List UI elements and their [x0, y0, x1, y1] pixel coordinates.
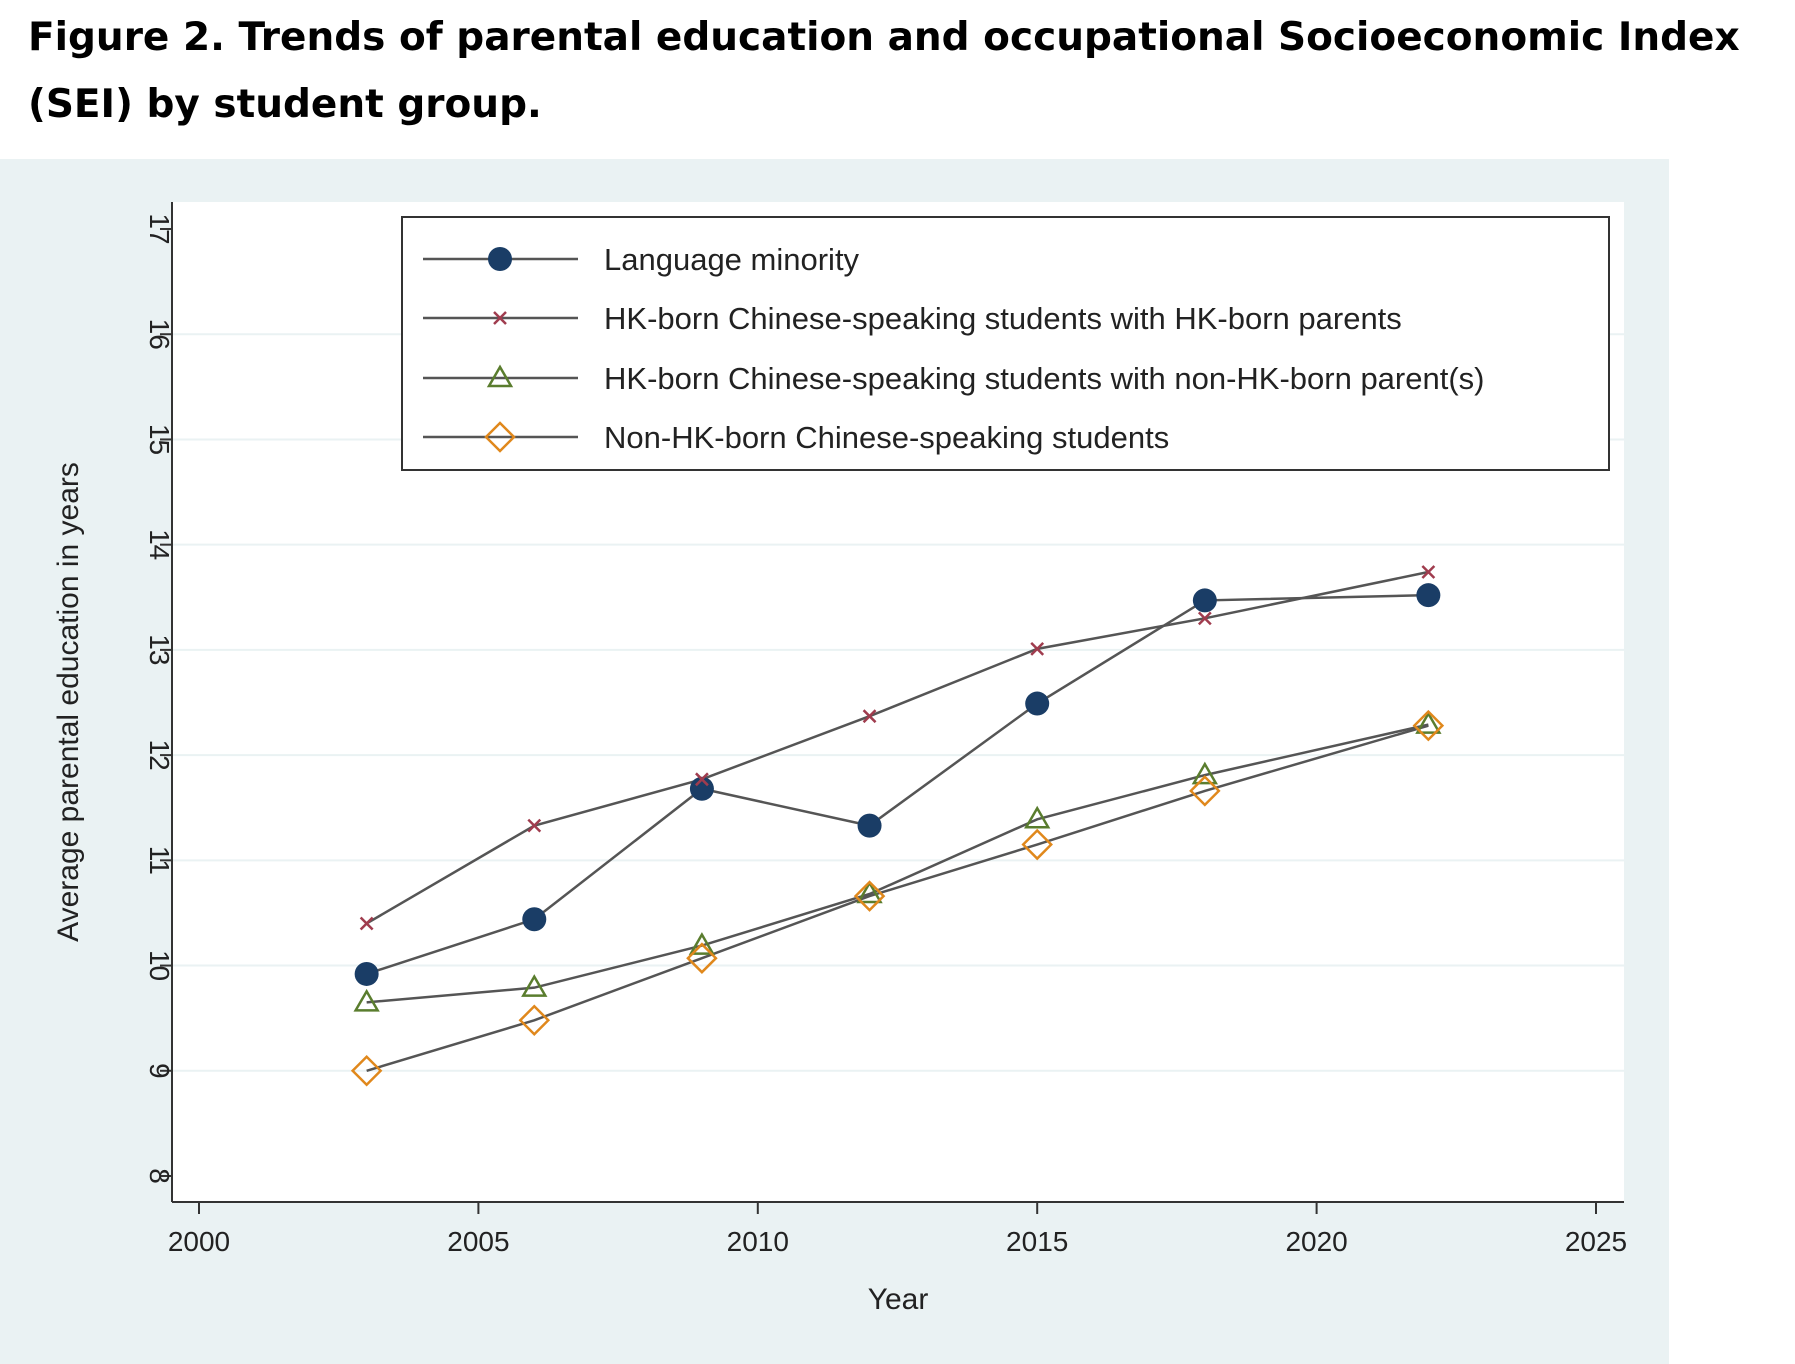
data-point-series-3 — [688, 932, 716, 955]
data-point-series-3 — [353, 988, 380, 1012]
x-tick-label: 2015 — [1006, 1226, 1068, 1257]
data-point-series-2 — [359, 916, 374, 931]
y-tick-label: 15 — [144, 424, 175, 455]
data-point-series-3 — [856, 880, 883, 904]
data-point-series-1 — [689, 776, 714, 801]
tick-marks: 8 9 10 11 12 13 14 15 16 17 2000 2005 2010 2015 2020 20… — [144, 213, 1627, 1257]
data-point-series-1 — [354, 961, 379, 986]
y-tick-label: 10 — [144, 950, 175, 981]
y-tick-label: 12 — [144, 740, 175, 771]
data-point-series-4 — [1021, 828, 1053, 861]
series-markers — [350, 565, 1445, 1087]
legend-label: Non-HK-born Chinese-speaking students — [604, 420, 1169, 455]
data-point-series-2 — [862, 709, 877, 724]
x-tick-label: 2010 — [727, 1226, 789, 1257]
legend-label: HK-born Chinese-speaking students with n… — [604, 361, 1485, 396]
x-tick-label: 2005 — [447, 1226, 509, 1257]
y-tick-label: 16 — [144, 319, 175, 350]
data-point-series-4 — [350, 1055, 383, 1087]
data-point-series-1 — [857, 813, 882, 838]
data-point-series-1 — [1025, 691, 1050, 716]
y-axis-title: Average parental education in years — [52, 462, 85, 942]
data-point-series-4 — [686, 942, 718, 974]
data-point-series-1 — [522, 907, 547, 932]
data-point-series-4 — [518, 1004, 551, 1037]
legend-marker — [486, 364, 514, 388]
data-point-series-1 — [1416, 583, 1441, 608]
legend-marker — [484, 421, 516, 453]
data-point-series-2 — [1197, 611, 1212, 626]
y-tick-label: 17 — [144, 213, 175, 244]
series-line-4 — [366, 724, 1429, 1072]
data-point-series-2 — [1030, 641, 1045, 656]
data-point-series-2 — [1421, 565, 1436, 579]
y-tick-label: 13 — [144, 634, 175, 665]
legend-marker — [493, 311, 507, 325]
data-point-series-3 — [1024, 805, 1051, 829]
legend-box — [401, 216, 1610, 471]
data-point-series-3 — [521, 974, 548, 997]
data-point-series-3 — [1415, 711, 1442, 734]
figure-caption: Figure 2. Trends of parental education a… — [28, 15, 1740, 127]
data-point-series-4 — [853, 880, 886, 912]
data-point-series-2 — [527, 818, 542, 833]
data-point-series-2 — [695, 772, 709, 787]
y-tick-label: 8 — [144, 1168, 175, 1184]
chart-container: 8 9 10 11 12 13 14 15 16 17 2000 2005 2010 2015 2020 20… — [0, 159, 1669, 1364]
x-tick-label: 2020 — [1285, 1226, 1347, 1257]
data-point-series-4 — [1412, 709, 1445, 742]
data-point-series-3 — [1191, 761, 1219, 785]
line-chart: 8 9 10 11 12 13 14 15 16 17 2000 2005 2010 2015 2020 20… — [0, 159, 1669, 1364]
y-tick-label: 11 — [144, 846, 175, 875]
x-axis-title: Year — [868, 1283, 929, 1316]
x-tick-label: 2025 — [1565, 1226, 1627, 1257]
x-tick-label: 2000 — [168, 1226, 230, 1257]
legend-label: Language minority — [604, 242, 860, 277]
y-tick-label: 9 — [144, 1063, 175, 1079]
legend: Language minority HK-born Chinese-speakin… — [401, 216, 1610, 471]
y-tick-label: 14 — [144, 529, 175, 560]
legend-label: HK-born Chinese-speaking students with H… — [604, 301, 1402, 336]
series-line-3 — [366, 723, 1429, 1004]
data-point-series-4 — [1189, 775, 1221, 807]
data-point-series-1 — [1192, 588, 1217, 613]
legend-marker — [488, 247, 512, 271]
axes — [171, 202, 1624, 1203]
